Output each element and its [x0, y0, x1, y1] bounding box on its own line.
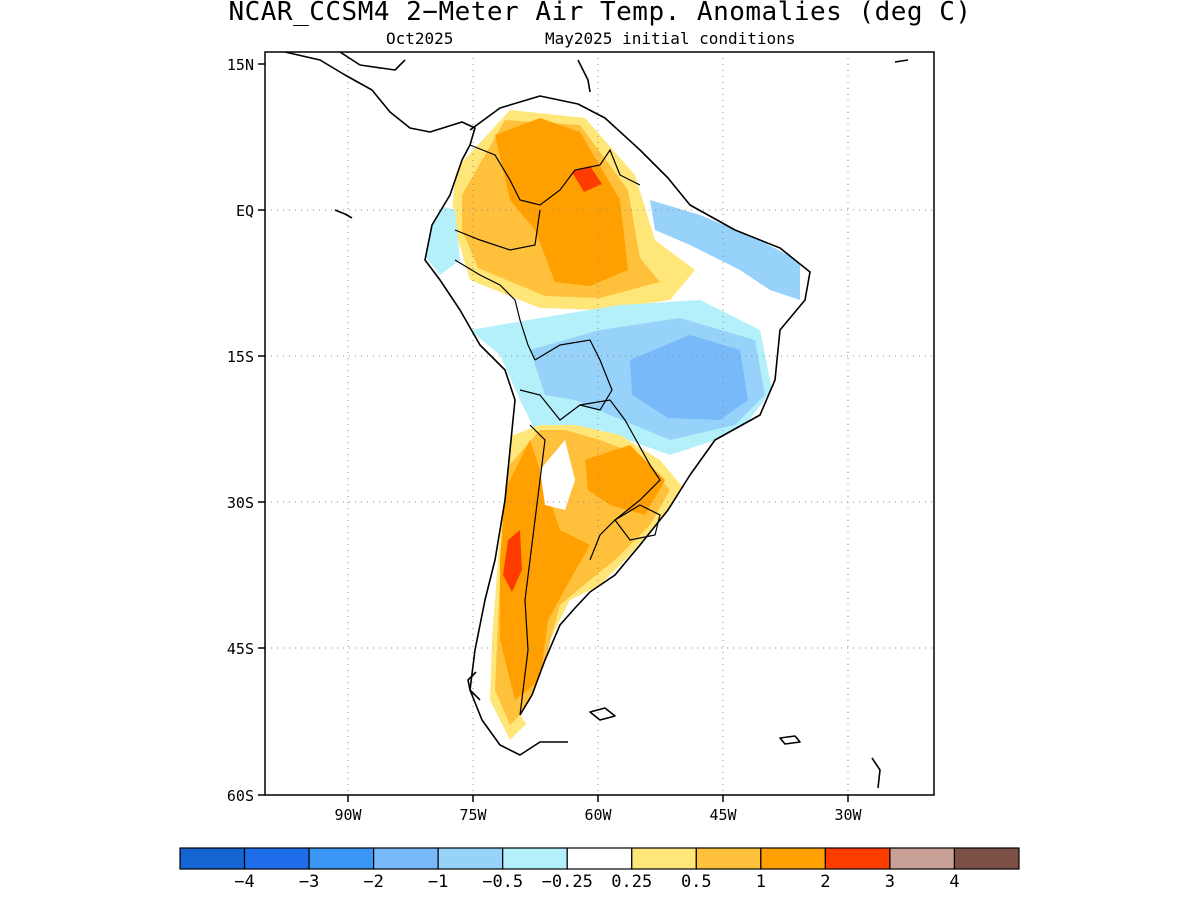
colorbar-swatch-7 — [631, 847, 697, 870]
anomaly-1-2-east-south — [585, 445, 665, 515]
colorbar-label-3: −1 — [428, 872, 448, 892]
anomaly-field — [425, 110, 800, 740]
colorbar-label-6: 0.25 — [611, 872, 652, 892]
forecast-month: Oct2025 — [386, 29, 454, 48]
anomaly-1-2-south — [500, 440, 590, 700]
colorbar-swatch-9 — [760, 847, 826, 870]
colorbar-swatch-11 — [889, 847, 956, 870]
colorbar-swatch-2 — [308, 847, 375, 870]
colorbar-swatch-5 — [502, 847, 568, 870]
anomaly-neutral-gap — [540, 440, 575, 510]
initial-conditions-label: May2025 initial conditions — [545, 29, 796, 48]
lon-label-30w: 30W — [834, 806, 862, 824]
lat-label-60s: 60S — [227, 787, 254, 805]
lon-ticks — [347, 795, 849, 802]
map-frame — [264, 51, 935, 796]
colorbar-label-5: −0.25 — [542, 872, 593, 892]
country-borders — [454, 144, 661, 716]
colorbar-label-10: 3 — [885, 872, 895, 892]
colorbar-swatch-10 — [824, 847, 891, 870]
lon-label-60w: 60W — [584, 806, 612, 824]
colorbar — [179, 847, 1020, 870]
anomaly-neg-ne-coast — [650, 200, 800, 300]
lon-label-90w: 90W — [334, 806, 362, 824]
colorbar-label-9: 2 — [820, 872, 830, 892]
lat-tick-labels: 15N EQ 15S 30S 45S 60S — [227, 56, 254, 805]
colorbar-swatch-12 — [953, 847, 1020, 870]
colorbar-swatch-3 — [373, 847, 439, 870]
lon-label-45w: 45W — [709, 806, 737, 824]
lat-label-30s: 30S — [227, 494, 254, 512]
lat-label-45s: 45S — [227, 640, 254, 658]
anomaly-2-3-andes — [503, 530, 522, 592]
anomaly-1-2-north — [495, 118, 628, 286]
colorbar-label-4: −0.5 — [482, 872, 523, 892]
colorbar-label-8: 1 — [756, 872, 766, 892]
colorbar-label-1: −3 — [299, 872, 319, 892]
lon-tick-labels: 90W 75W 60W 45W 30W — [334, 806, 862, 824]
colorbar-swatch-4 — [437, 847, 504, 870]
colorbar-swatch-8 — [695, 847, 762, 870]
colorbar-swatch-0 — [179, 847, 246, 870]
colorbar-label-2: −2 — [363, 872, 383, 892]
coastline — [284, 52, 909, 789]
lat-ticks — [258, 63, 265, 796]
lat-label-15n: 15N — [227, 56, 254, 74]
colorbar-label-7: 0.5 — [681, 872, 712, 892]
colorbar-swatch-1 — [243, 847, 310, 870]
colorbar-swatch-6 — [566, 847, 633, 870]
colorbar-labels: −4 −3 −2 −1 −0.5 −0.25 0.25 0.5 1 2 3 4 — [234, 872, 959, 892]
lon-label-75w: 75W — [459, 806, 487, 824]
anomaly-2-3-north — [572, 166, 602, 192]
lat-label-eq: EQ — [236, 202, 254, 220]
map-title: NCAR_CCSM4 2−Meter Air Temp. Anomalies (… — [228, 0, 972, 27]
colorbar-label-11: 4 — [949, 872, 959, 892]
colorbar-label-0: −4 — [234, 872, 254, 892]
anomaly-neg1-neg2-brazil — [630, 335, 748, 420]
lat-label-15s: 15S — [227, 348, 254, 366]
